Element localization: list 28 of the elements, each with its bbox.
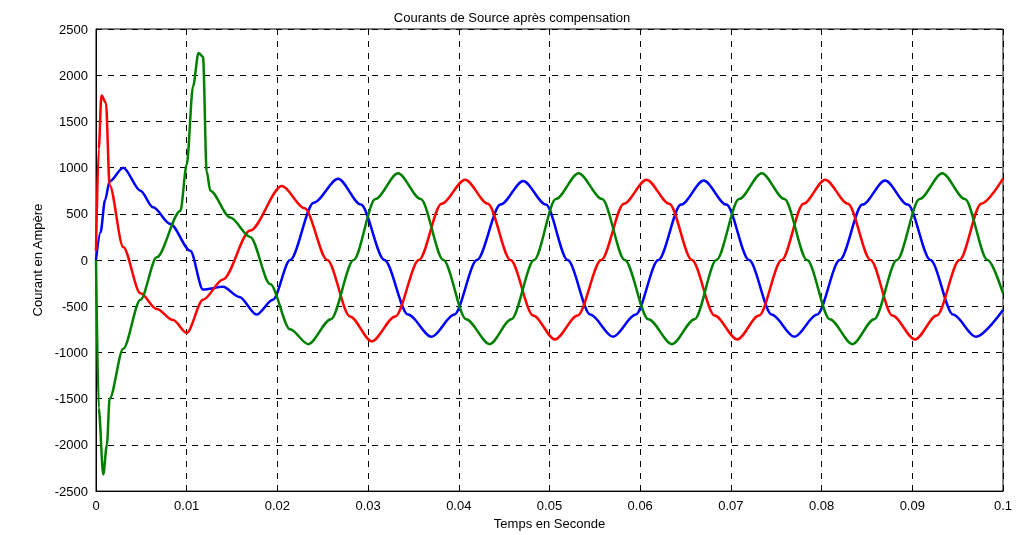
y-tick-label: -1000 bbox=[54, 344, 88, 360]
x-tick-label: 0 bbox=[92, 498, 100, 514]
y-tick-label: 0 bbox=[80, 252, 88, 268]
y-tick-label: 1500 bbox=[59, 113, 88, 129]
y-axis-title: Courant en Ampère bbox=[29, 203, 45, 317]
y-tick-label: -2500 bbox=[54, 483, 88, 499]
x-tick-label: 0.09 bbox=[899, 498, 925, 514]
chart-title: Courants de Source après compensation bbox=[393, 10, 631, 25]
y-tick-label: -500 bbox=[61, 298, 88, 314]
x-tick-label: 0.07 bbox=[718, 498, 744, 514]
x-tick-label: 0.05 bbox=[536, 498, 563, 514]
y-tick-label: 2500 bbox=[59, 21, 88, 37]
x-tick-label: 0.02 bbox=[264, 498, 291, 514]
x-tick-label: 0.1 bbox=[993, 498, 1013, 514]
y-tick-label: -2000 bbox=[54, 437, 88, 453]
x-tick-label: 0.01 bbox=[174, 498, 200, 514]
y-tick-label: 1000 bbox=[59, 160, 88, 176]
line-series bbox=[94, 94, 1005, 343]
x-tick-label: 0.04 bbox=[446, 498, 472, 514]
y-tick-label: -1500 bbox=[54, 391, 88, 407]
y-tick-label: 500 bbox=[66, 206, 88, 222]
x-tick-label: 0.06 bbox=[627, 498, 653, 514]
x-tick-label: 0.08 bbox=[808, 498, 835, 514]
x-tick-label: 0.03 bbox=[355, 498, 381, 514]
line-series bbox=[94, 166, 1005, 339]
y-tick-label: 2000 bbox=[59, 67, 88, 83]
line-series bbox=[94, 51, 1005, 476]
x-axis-title: Temps en Seconde bbox=[493, 516, 606, 531]
